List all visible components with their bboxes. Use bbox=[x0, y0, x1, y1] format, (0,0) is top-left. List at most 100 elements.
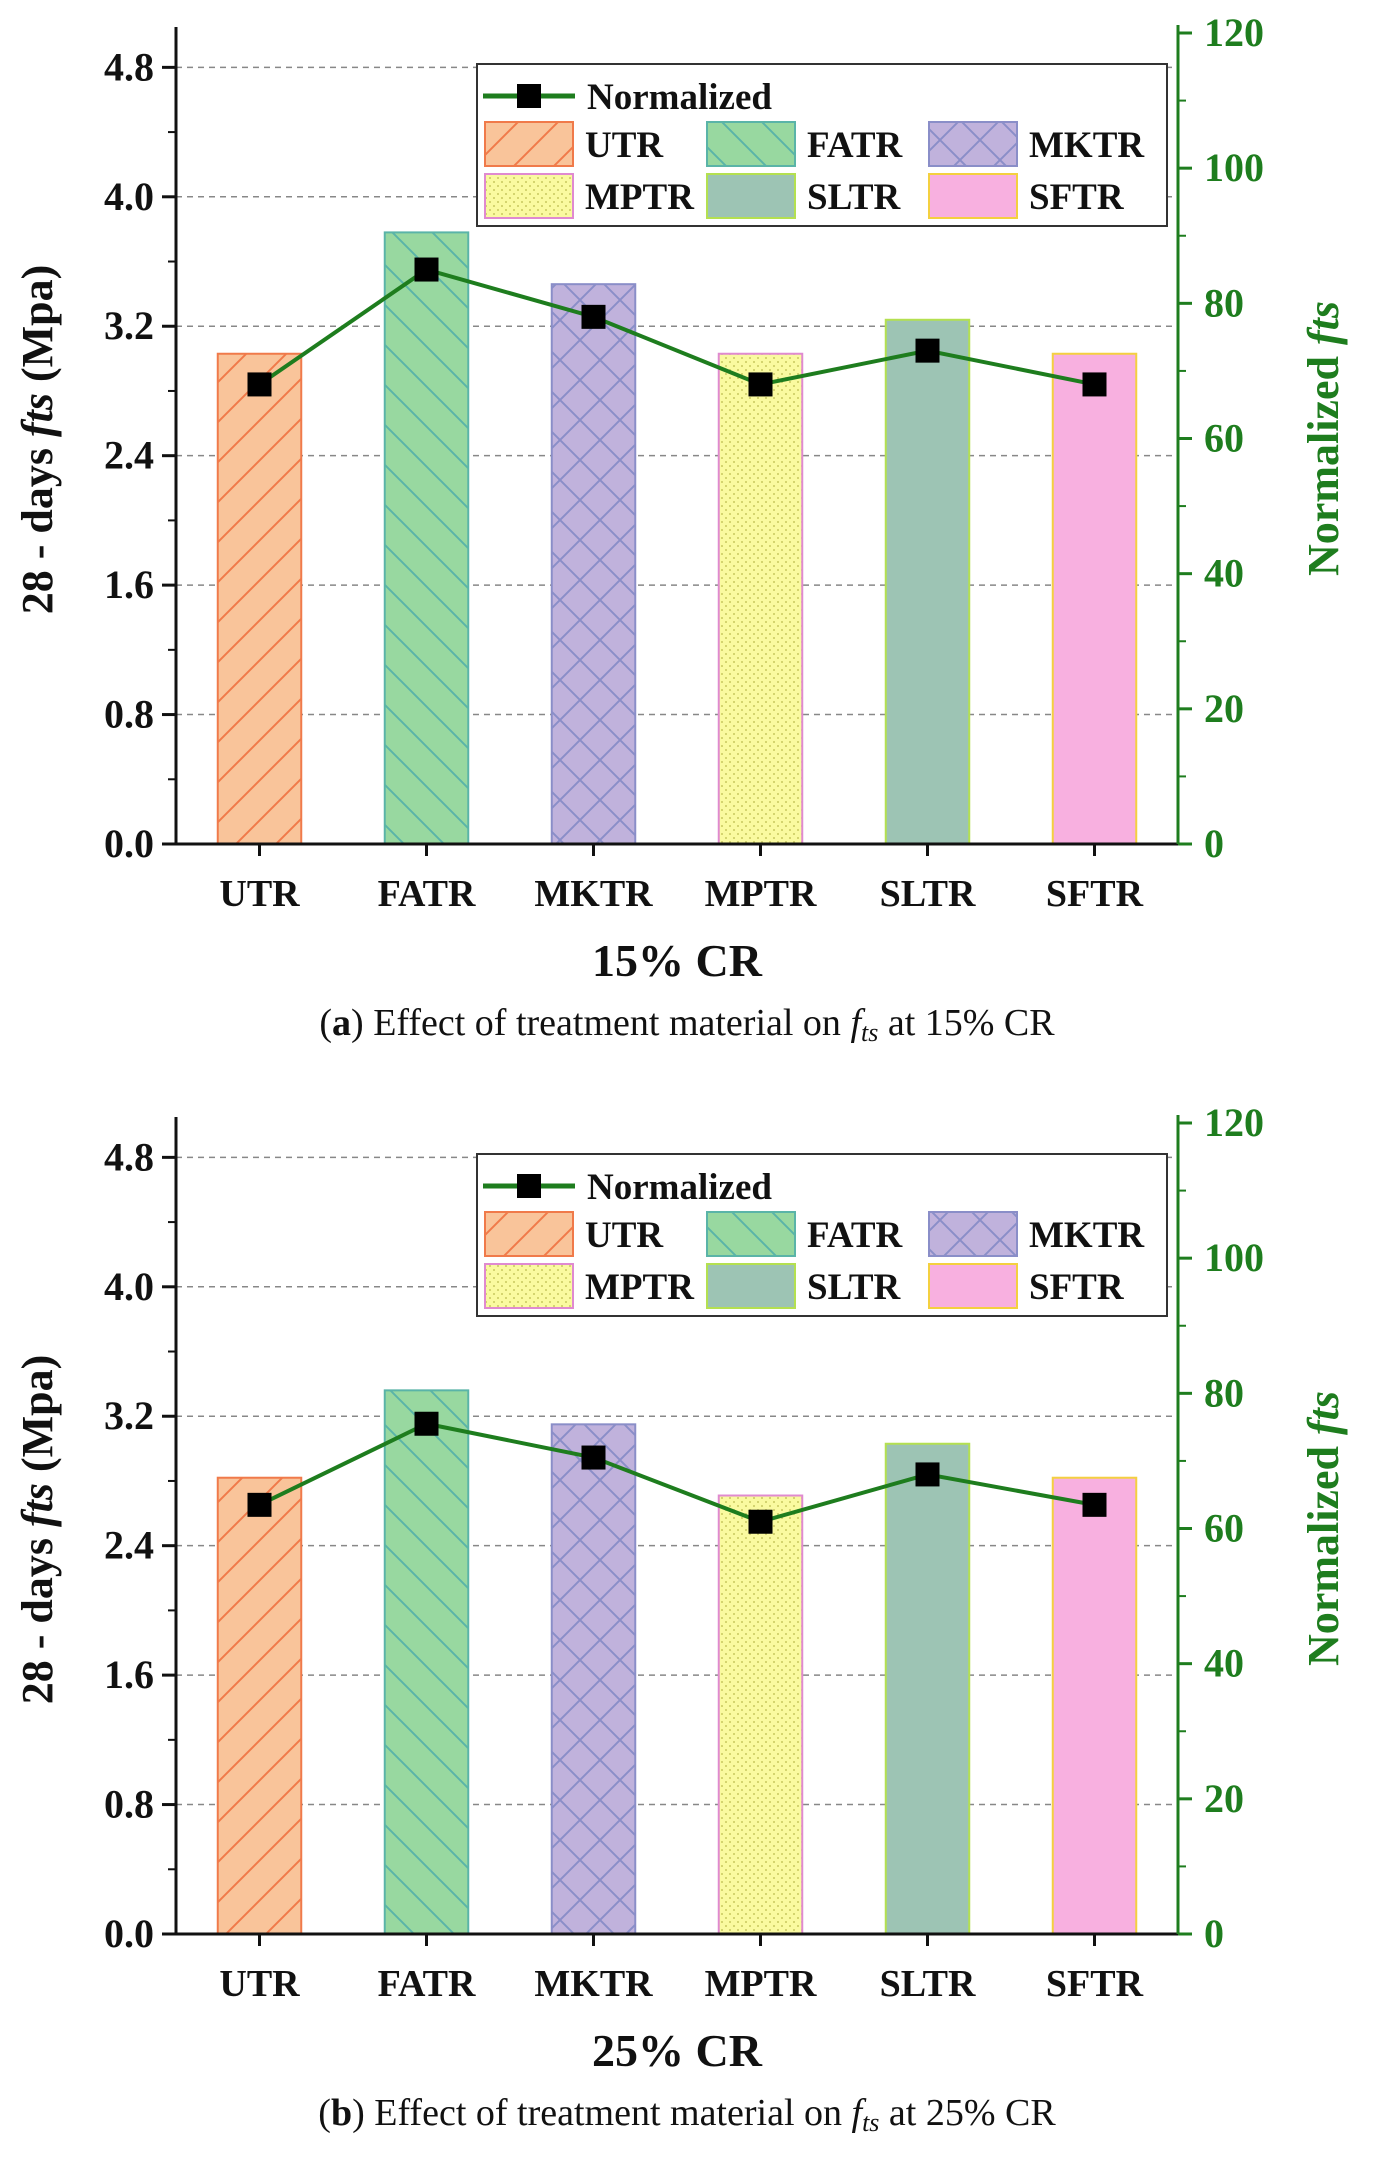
y-tick-label: 0.0 bbox=[104, 1911, 154, 1956]
x-tick-label: MPTR bbox=[705, 873, 817, 915]
caption-label: b bbox=[331, 2092, 352, 2134]
legend-label-sltr: SLTR bbox=[807, 1267, 902, 1308]
legend-swatch-hatch bbox=[485, 122, 573, 166]
bar-sltr bbox=[885, 319, 970, 844]
y2-axis-title-symbol: fts bbox=[1299, 1391, 1348, 1435]
caption-text-before: Effect of treatment material on bbox=[374, 2092, 851, 2134]
y-axis-title: 28 - days fts (Mpa) bbox=[13, 1355, 62, 1705]
normalized-marker-mptr bbox=[748, 1509, 773, 1534]
y-tick-label: 4.8 bbox=[104, 44, 154, 89]
y-tick-label: 0.0 bbox=[104, 821, 154, 866]
legend-swatch-outline bbox=[928, 1263, 1018, 1309]
legend-swatch-outline bbox=[484, 1211, 574, 1257]
y2-tick-label: 20 bbox=[1204, 1776, 1244, 1821]
bar-hatch-mktr bbox=[551, 284, 636, 844]
legend-label-sftr: SFTR bbox=[1029, 177, 1125, 218]
legend-label-sftr: SFTR bbox=[1029, 1267, 1125, 1308]
legend-swatch-hatch bbox=[485, 1264, 573, 1308]
legend-swatch-outline bbox=[706, 173, 796, 219]
legend-label-utr: UTR bbox=[585, 1215, 664, 1256]
x-tick-label: MKTR bbox=[534, 873, 653, 915]
y2-tick-label: 80 bbox=[1204, 280, 1244, 325]
y-tick-label: 1.6 bbox=[104, 562, 154, 607]
x-tick-label: UTR bbox=[219, 873, 300, 915]
legend-marker-sample bbox=[517, 84, 541, 108]
y2-tick-label: 40 bbox=[1204, 551, 1244, 596]
y-tick-label: 1.6 bbox=[104, 1652, 154, 1697]
bar-sltr bbox=[885, 1443, 970, 1934]
caption-text-before: Effect of treatment material on bbox=[373, 1002, 850, 1044]
chart-panel-a: 0.0 0.8 1.6 2.4 3.2 4.0 4.8 0 20 40 60 80 100 120 UTR F… bbox=[13, 10, 1348, 1047]
y2-tick-label: 100 bbox=[1204, 145, 1264, 190]
bar-hatch-mptr bbox=[718, 1495, 803, 1934]
bar-hatch-fatr bbox=[384, 1390, 469, 1934]
normalized-marker-mktr bbox=[581, 1445, 606, 1470]
legend-swatch-hatch bbox=[929, 1212, 1017, 1256]
normalized-marker-utr bbox=[247, 372, 272, 397]
bar-hatch-mktr bbox=[551, 1424, 636, 1934]
y2-tick-label: 100 bbox=[1204, 1235, 1264, 1280]
y2-axis-title-prefix: Normalized bbox=[1299, 1435, 1348, 1666]
normalized-marker-fatr bbox=[414, 1411, 439, 1436]
y2-axis-title: Normalized fts bbox=[1299, 1391, 1348, 1666]
bar-hatch-utr bbox=[217, 353, 302, 844]
normalized-marker-sltr bbox=[915, 1462, 940, 1487]
legend-swatch-sltr bbox=[707, 1264, 795, 1308]
y-axis-title-prefix: 28 - days bbox=[13, 1527, 62, 1704]
legend-label-fatr: FATR bbox=[807, 125, 904, 166]
legend-swatch-sftr bbox=[929, 1264, 1017, 1308]
normalized-marker-fatr bbox=[414, 257, 439, 282]
x-tick-label: UTR bbox=[219, 1963, 300, 2005]
caption-subscript: ts bbox=[862, 2108, 879, 2137]
normalized-line bbox=[258, 267, 1095, 387]
legend-swatch-hatch bbox=[707, 122, 795, 166]
legend-swatch-outline bbox=[484, 173, 574, 219]
y2-tick-label: 0 bbox=[1204, 821, 1224, 866]
y-axis-title-suffix: (Mpa) bbox=[13, 1355, 62, 1483]
bar-sftr bbox=[1052, 1477, 1137, 1934]
x-tick-label: SLTR bbox=[880, 873, 976, 915]
legend-label-utr: UTR bbox=[585, 125, 664, 166]
legend-swatch-outline bbox=[706, 1211, 796, 1257]
caption-subscript: ts bbox=[861, 1018, 878, 1047]
y-tick-label: 4.0 bbox=[104, 1264, 154, 1309]
chart-panel-b: 0.0 0.8 1.6 2.4 3.2 4.0 4.8 0 20 40 60 80 100 120 UTR F… bbox=[13, 1100, 1348, 2137]
legend-label-mktr: MKTR bbox=[1029, 1215, 1145, 1256]
y-tick-label: 2.4 bbox=[104, 1523, 154, 1568]
normalized-marker-sftr bbox=[1082, 372, 1107, 397]
legend-label-sltr: SLTR bbox=[807, 177, 902, 218]
normalized-marker-utr bbox=[247, 1492, 272, 1517]
y-tick-label: 0.8 bbox=[104, 1782, 154, 1827]
y-axis-title-prefix: 28 - days bbox=[13, 437, 62, 614]
x-tick-label: SFTR bbox=[1046, 1963, 1144, 2005]
caption-text-after: at 15% CR bbox=[878, 1002, 1055, 1044]
legend-label-fatr: FATR bbox=[807, 1215, 904, 1256]
y2-tick-label: 60 bbox=[1204, 416, 1244, 461]
legend-swatch-outline bbox=[928, 173, 1018, 219]
bar-hatch-fatr bbox=[384, 232, 469, 844]
y-tick-label: 0.8 bbox=[104, 692, 154, 737]
y2-tick-label: 120 bbox=[1204, 1100, 1264, 1145]
x-tick-label: FATR bbox=[378, 873, 476, 915]
y-tick-label: 3.2 bbox=[104, 303, 154, 348]
y2-tick-label: 0 bbox=[1204, 1911, 1224, 1956]
y-tick-label: 2.4 bbox=[104, 433, 154, 478]
y2-tick-label: 60 bbox=[1204, 1506, 1244, 1551]
legend: Normalized UTR FATR MKTR MPTR SLTR SFTR bbox=[476, 1153, 1168, 1317]
bar-hatch-mptr bbox=[718, 353, 803, 844]
caption-paren-open: ( bbox=[319, 1002, 332, 1044]
legend-label-mptr: MPTR bbox=[585, 177, 695, 218]
y-axis-title-symbol: fts bbox=[13, 1483, 62, 1527]
y2-tick-label: 120 bbox=[1204, 10, 1264, 55]
x-tick-label: SLTR bbox=[880, 1963, 976, 2005]
bar-sftr bbox=[1052, 353, 1137, 844]
y2-axis-title: Normalized fts bbox=[1299, 301, 1348, 576]
legend-swatch-outline bbox=[928, 1211, 1018, 1257]
legend-swatch-hatch bbox=[707, 1212, 795, 1256]
caption-paren-close: ) bbox=[352, 2092, 374, 2134]
normalized-marker-sftr bbox=[1082, 1492, 1107, 1517]
legend-swatch-outline bbox=[706, 121, 796, 167]
legend-swatch-outline bbox=[928, 121, 1018, 167]
normalized-marker-mktr bbox=[581, 304, 606, 329]
